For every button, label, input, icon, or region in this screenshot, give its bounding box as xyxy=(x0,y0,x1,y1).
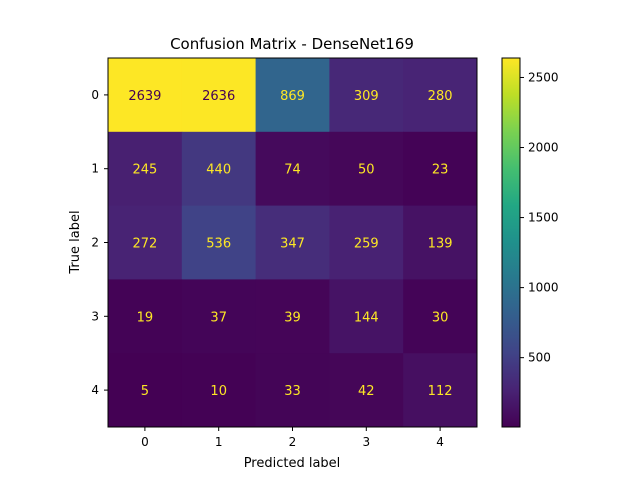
heatmap-cell xyxy=(181,131,257,207)
heatmap-cell xyxy=(403,205,478,280)
x-tick-label: 3 xyxy=(362,435,370,449)
heatmap-cell xyxy=(181,279,257,354)
cell-value-label: 10 xyxy=(210,384,227,399)
x-tick-label: 1 xyxy=(215,435,223,449)
chart-title: Confusion Matrix - DenseNet169 xyxy=(170,35,414,53)
x-tick-label: 0 xyxy=(141,435,149,449)
y-tick-label: 1 xyxy=(91,162,99,176)
cell-value-label: 39 xyxy=(284,310,301,325)
cell-value-label: 23 xyxy=(432,163,449,178)
y-tick-label: 3 xyxy=(91,309,99,323)
cell-value-label: 2639 xyxy=(128,89,161,104)
cell-value-label: 309 xyxy=(354,89,379,104)
heatmap-cells xyxy=(108,58,478,428)
cell-value-label: 33 xyxy=(284,384,301,399)
cell-value-label: 5 xyxy=(141,384,149,399)
heatmap-cell xyxy=(329,131,404,207)
cell-value-label: 536 xyxy=(206,237,231,252)
heatmap-cell xyxy=(329,58,404,133)
y-axis-label: True label xyxy=(68,210,83,274)
heatmap-cell xyxy=(108,205,183,280)
cell-value-label: 30 xyxy=(432,310,449,325)
y-tick-label: 0 xyxy=(91,88,99,102)
colorbar-tick-label: 2500 xyxy=(528,70,559,84)
colorbar-tick-label: 1500 xyxy=(528,211,559,225)
cell-value-label: 37 xyxy=(210,310,227,325)
heatmap-cell xyxy=(255,353,330,428)
heatmap-cell xyxy=(403,279,478,354)
heatmap-cell xyxy=(181,58,257,133)
heatmap-cell xyxy=(181,205,257,280)
cell-value-label: 112 xyxy=(428,384,453,399)
cell-value-label: 2636 xyxy=(202,89,235,104)
x-axis-ticks: 0 1 2 3 4 xyxy=(141,427,444,449)
x-tick-label: 4 xyxy=(436,435,444,449)
heatmap-cell xyxy=(403,58,478,133)
heatmap-cell xyxy=(255,131,330,207)
cell-value-label: 272 xyxy=(132,237,157,252)
x-tick-label: 2 xyxy=(289,435,297,449)
y-tick-label: 2 xyxy=(91,236,99,250)
colorbar-tick-label: 500 xyxy=(528,351,551,365)
x-axis-label: Predicted label xyxy=(244,456,341,471)
heatmap-cell xyxy=(255,205,330,280)
cell-value-label: 19 xyxy=(137,310,154,325)
cell-value-label: 869 xyxy=(280,89,305,104)
colorbar-tick-label: 1000 xyxy=(528,281,559,295)
cell-value-label: 42 xyxy=(358,384,375,399)
y-axis-ticks: 0 1 2 3 4 xyxy=(91,88,108,397)
heatmap-cell xyxy=(403,353,478,428)
cell-value-label: 50 xyxy=(358,163,375,178)
heatmap-cell-labels: 2639 2636 869 309 280 245 440 74 50 23 272 536 347 25… xyxy=(128,89,452,399)
cell-value-label: 245 xyxy=(132,163,157,178)
cell-value-label: 139 xyxy=(428,237,453,252)
cell-value-label: 144 xyxy=(354,310,379,325)
heatmap-cell xyxy=(255,58,330,133)
heatmap-cell xyxy=(181,353,257,428)
heatmap-cell xyxy=(255,279,330,354)
heatmap-cell xyxy=(403,131,478,207)
heatmap-cell xyxy=(329,279,404,354)
cell-value-label: 280 xyxy=(428,89,453,104)
heatmap-cell xyxy=(108,353,183,428)
cell-value-label: 259 xyxy=(354,237,379,252)
colorbar xyxy=(501,57,521,428)
cell-value-label: 440 xyxy=(206,163,231,178)
heatmap-cell xyxy=(329,205,404,280)
heatmap-cell xyxy=(108,279,183,354)
cell-value-label: 347 xyxy=(280,237,305,252)
heatmap-cell xyxy=(108,131,183,207)
y-tick-label: 4 xyxy=(91,383,99,397)
heatmap-cell xyxy=(108,58,183,133)
cell-value-label: 74 xyxy=(284,163,301,178)
colorbar-tick-label: 2000 xyxy=(528,141,559,155)
colorbar-ticks: 500 1000 1500 2000 2500 xyxy=(520,70,559,365)
heatmap-cell xyxy=(329,353,404,428)
